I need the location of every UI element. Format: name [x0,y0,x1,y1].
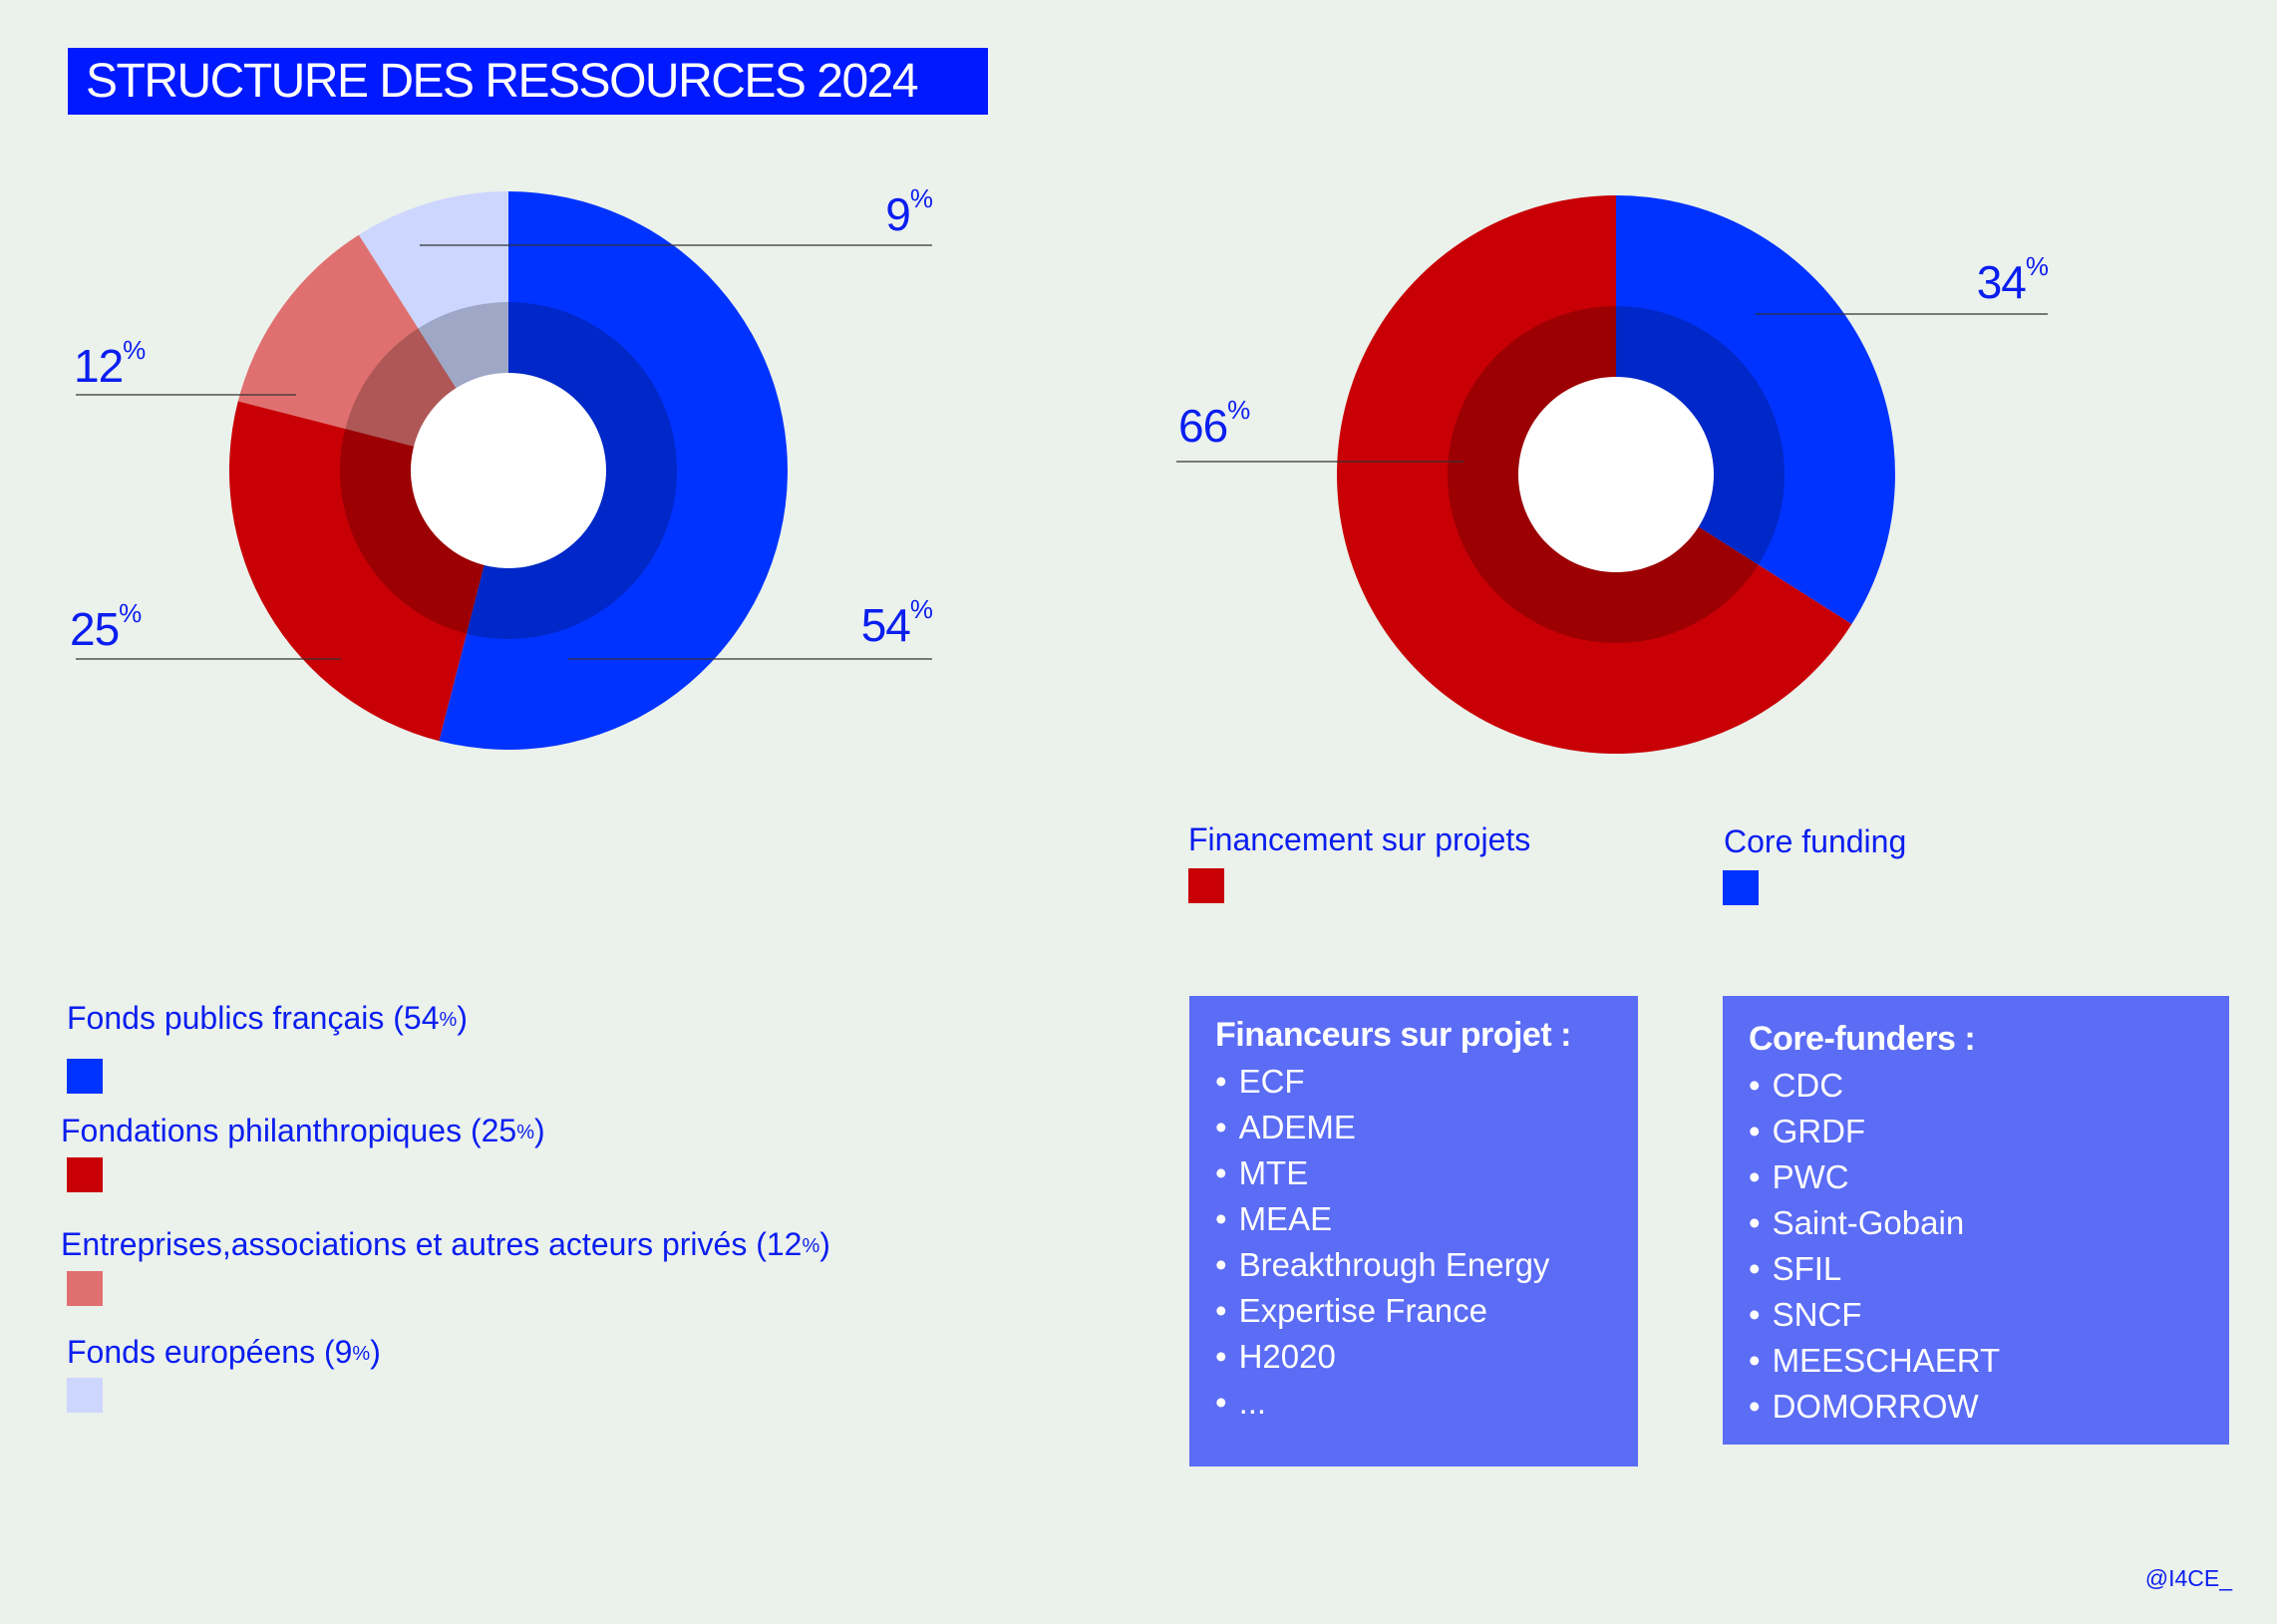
funder-item: DOMORROW [1749,1384,2229,1430]
page-title: STRUCTURE DES RESSOURCES 2024 [68,48,988,115]
legend-label-entreprises: Entreprises,associations et autres acteu… [61,1226,830,1262]
core-funders-list: CDCGRDFPWCSaint-GobainSFILSNCFMEESCHAERT… [1749,1063,2229,1430]
funder-item: H2020 [1215,1334,1638,1380]
legend-label-fonds-publics: Fonds publics français (54%) [67,1000,468,1036]
funder-item: MEESCHAERT [1749,1338,2229,1384]
funder-item: MEAE [1215,1196,1638,1242]
legend-label-fondations: Fondations philanthropiques (25%) [61,1113,545,1148]
funder-item: MTE [1215,1150,1638,1196]
data-label-12: 12% [74,335,146,392]
funder-item: ECF [1215,1059,1638,1105]
funder-item: PWC [1749,1154,2229,1200]
funder-item: ... [1215,1380,1638,1426]
legend-label-financement-projets: Financement sur projets [1188,821,1531,857]
donut-hole [1518,377,1714,572]
legend-swatch-financement-projets [1188,868,1224,903]
funder-item: GRDF [1749,1109,2229,1154]
funder-item: Breakthrough Energy [1215,1242,1638,1288]
project-funders-list: ECFADEMEMTEMEAEBreakthrough EnergyExpert… [1215,1059,1638,1426]
data-label-34: 34% [1976,251,2049,308]
funder-item: Expertise France [1215,1288,1638,1334]
funder-item: CDC [1749,1063,2229,1109]
legend-swatch-fonds-europeens [67,1378,103,1413]
data-label-54: 54% [860,594,933,651]
credit-handle: @I4CE_ [2144,1565,2232,1591]
legend-swatch-core-funding [1723,870,1759,905]
core-funders-heading: Core-funders : [1749,1020,1976,1058]
core-funders-box: Core-funders : CDCGRDFPWCSaint-GobainSFI… [1723,996,2229,1445]
funder-item: ADEME [1215,1105,1638,1150]
data-label-25: 25% [70,598,142,655]
slice-fonds-publics-fran-ais [439,191,788,750]
legend-swatch-fonds-publics [67,1059,103,1094]
project-funders-box: Financeurs sur projet : ECFADEMEMTEMEAEB… [1189,996,1638,1466]
data-label-66: 66% [1178,395,1250,452]
data-label-9: 9% [885,183,933,240]
funder-item: Saint-Gobain [1749,1200,2229,1246]
project-funders-heading: Financeurs sur projet : [1215,1016,1571,1054]
funder-item: SFIL [1749,1246,2229,1292]
funder-item: SNCF [1749,1292,2229,1338]
donut-hole [411,373,606,568]
legend-label-fonds-europeens: Fonds européens (9%) [67,1334,381,1370]
legend-label-core-funding: Core funding [1724,823,1907,859]
legend-swatch-fondations [67,1157,103,1192]
legend-swatch-entreprises [67,1271,103,1306]
